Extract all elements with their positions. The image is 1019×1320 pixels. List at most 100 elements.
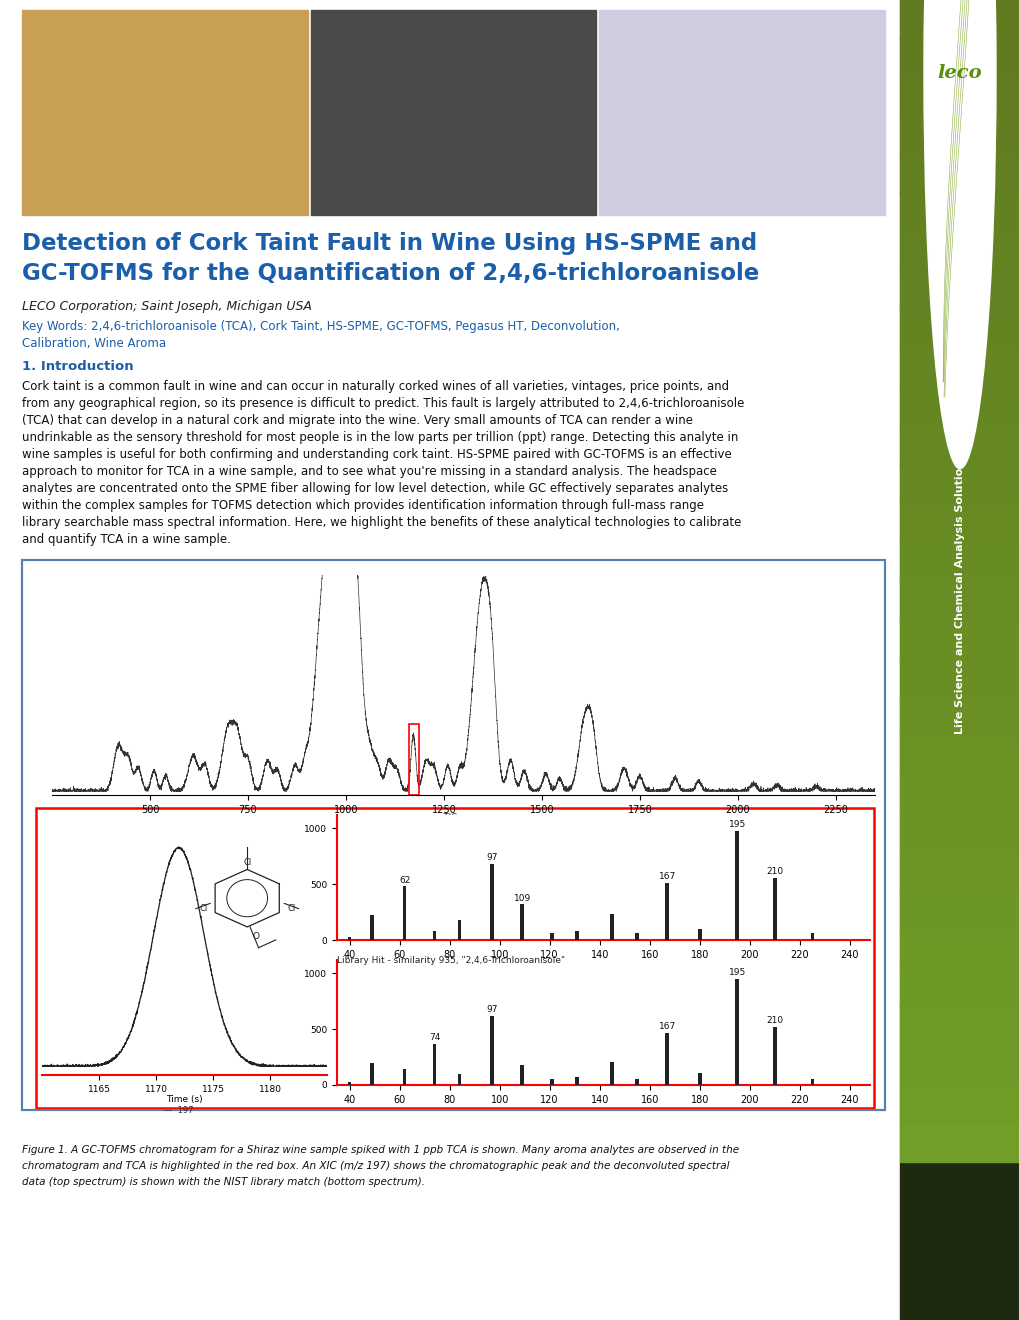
Bar (311, 11, 596, 215)
Bar (899, 774, 1019, 813)
Bar (899, 541, 1019, 581)
Text: from any geographical region, so its presence is difficult to predict. This faul: from any geographical region, so its pre… (22, 397, 744, 411)
Bar (899, 966, 1019, 1007)
Bar (347, 1082, 351, 1085)
Bar (899, 115, 1019, 154)
Bar (899, 153, 1019, 194)
Text: 1. Introduction: 1. Introduction (22, 360, 133, 374)
Text: 109: 109 (513, 894, 530, 903)
Bar (899, 502, 1019, 543)
Bar (899, 1162, 1019, 1320)
Bar (347, 937, 351, 940)
Bar (575, 931, 579, 940)
Text: O: O (253, 932, 260, 941)
Bar (409, 723, 419, 795)
Bar (899, 231, 1019, 271)
Text: 62: 62 (398, 875, 410, 884)
Bar (899, 1082, 1019, 1123)
Text: —  197: — 197 (164, 1106, 194, 1115)
Bar (899, 0, 1019, 38)
Bar (772, 1027, 776, 1085)
Bar (899, 812, 1019, 851)
Bar (490, 1016, 493, 1085)
Text: 195: 195 (728, 969, 745, 977)
Text: (TCA) that can develop in a natural cork and migrate into the wine. Very small a: (TCA) that can develop in a natural cork… (22, 414, 692, 426)
Bar (458, 920, 461, 940)
Bar (635, 933, 639, 940)
Bar (664, 1032, 668, 1085)
Text: wine samples is useful for both confirming and understanding cork taint. HS-SPME: wine samples is useful for both confirmi… (22, 447, 731, 461)
Text: 74: 74 (428, 1034, 440, 1041)
Text: Cork taint is a common fault in wine and can occur in naturally corked wines of : Cork taint is a common fault in wine and… (22, 380, 729, 393)
Text: 97: 97 (486, 854, 497, 862)
Text: 167: 167 (658, 873, 676, 882)
Text: —  TIC: — TIC (430, 813, 457, 821)
Bar (899, 850, 1019, 891)
Text: 210: 210 (765, 1016, 783, 1026)
Bar (22, 11, 308, 215)
Text: approach to monitor for TCA in a wine sample, and to see what you're missing in : approach to monitor for TCA in a wine sa… (22, 465, 716, 478)
Text: 167: 167 (658, 1022, 676, 1031)
Bar (403, 887, 406, 940)
Bar (575, 1077, 579, 1085)
Bar (609, 915, 613, 940)
Text: Cl: Cl (199, 904, 207, 913)
Bar (899, 193, 1019, 232)
Bar (490, 865, 493, 940)
Bar (772, 878, 776, 940)
Bar (22, 560, 884, 1110)
Text: 210: 210 (765, 867, 783, 876)
Bar (370, 916, 374, 940)
Text: LECO Corporation; Saint Joseph, Michigan USA: LECO Corporation; Saint Joseph, Michigan… (22, 300, 312, 313)
Bar (899, 309, 1019, 348)
Text: Cl: Cl (286, 904, 296, 913)
Text: data (top spectrum) is shown with the NIST library match (bottom spectrum).: data (top spectrum) is shown with the NI… (22, 1177, 425, 1187)
Bar (899, 890, 1019, 929)
Text: and quantify TCA in a wine sample.: and quantify TCA in a wine sample. (22, 533, 230, 546)
Bar (899, 77, 1019, 116)
Bar (899, 1122, 1019, 1162)
Bar (735, 830, 739, 940)
Text: Calibration, Wine Aroma: Calibration, Wine Aroma (22, 337, 166, 350)
Bar (609, 1061, 613, 1085)
Bar (458, 1074, 461, 1085)
Bar (899, 1006, 1019, 1045)
Text: undrinkable as the sensory threshold for most people is in the low parts per tri: undrinkable as the sensory threshold for… (22, 432, 738, 444)
Bar (520, 904, 524, 940)
Bar (899, 734, 1019, 775)
Bar (899, 425, 1019, 465)
Bar (635, 1078, 639, 1085)
Text: Life Science and Chemical Analysis Solutions: Life Science and Chemical Analysis Solut… (954, 454, 964, 734)
Text: Library Hit - similarity 935, "2,4,6-Trichloroanisole": Library Hit - similarity 935, "2,4,6-Tri… (336, 956, 565, 965)
Text: leco: leco (936, 63, 981, 82)
Bar (432, 931, 436, 940)
Text: 195: 195 (728, 820, 745, 829)
X-axis label: Time (s): Time (s) (166, 1096, 203, 1104)
Text: analytes are concentrated onto the SPME fiber allowing for low level detection, : analytes are concentrated onto the SPME … (22, 482, 728, 495)
Text: Cl: Cl (243, 858, 251, 867)
Text: 97: 97 (486, 1005, 497, 1014)
Bar (520, 1065, 524, 1085)
Bar (899, 0, 1019, 1162)
Bar (810, 1078, 813, 1085)
Bar (899, 347, 1019, 387)
Bar (899, 928, 1019, 968)
Bar (899, 696, 1019, 735)
Bar (899, 385, 1019, 426)
Bar (403, 1069, 406, 1085)
Text: Figure 1. A GC-TOFMS chromatogram for a Shiraz wine sample spiked with 1 ppb TCA: Figure 1. A GC-TOFMS chromatogram for a … (22, 1144, 739, 1155)
Bar (550, 933, 553, 940)
Circle shape (923, 0, 995, 469)
Bar (550, 1080, 553, 1085)
X-axis label: Time (s): Time (s) (442, 817, 484, 828)
Bar (899, 618, 1019, 659)
Bar (36, 808, 873, 1107)
Bar (735, 979, 739, 1085)
Bar (697, 1073, 701, 1085)
Bar (899, 37, 1019, 78)
Bar (599, 11, 884, 215)
Text: Key Words: 2,4,6-trichloroanisole (TCA), Cork Taint, HS-SPME, GC-TOFMS, Pegasus : Key Words: 2,4,6-trichloroanisole (TCA),… (22, 319, 620, 333)
Text: chromatogram and TCA is highlighted in the red box. An XIC (m/z 197) shows the c: chromatogram and TCA is highlighted in t… (22, 1162, 729, 1171)
Text: GC-TOFMS for the Quantification of 2,4,6-trichloroanisole: GC-TOFMS for the Quantification of 2,4,6… (22, 261, 758, 285)
Text: library searchable mass spectral information. Here, we highlight the benefits of: library searchable mass spectral informa… (22, 516, 741, 529)
